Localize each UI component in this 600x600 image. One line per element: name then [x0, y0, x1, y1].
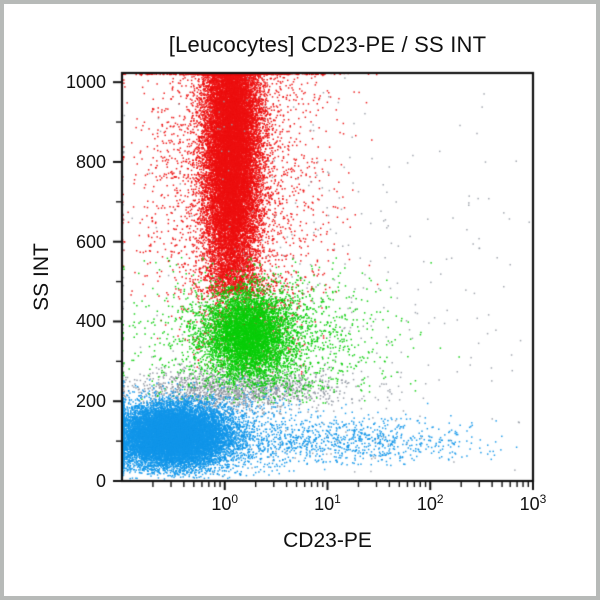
x-tick-label: 102	[416, 492, 444, 514]
y-axis-title: SS INT	[30, 243, 53, 311]
y-tick-label: 0	[95, 471, 106, 491]
x-tick-label: 101	[314, 492, 341, 514]
x-axis-title: CD23-PE	[283, 529, 372, 552]
y-tick-label: 600	[75, 231, 106, 252]
y-tick-label: 400	[75, 311, 106, 332]
y-tick-label: 1000	[65, 72, 106, 93]
x-tick-label: 100	[211, 492, 239, 514]
y-tick-label: 800	[75, 151, 106, 172]
x-tick-label: 103	[519, 492, 547, 514]
y-tick-label: 200	[75, 391, 106, 412]
chart-title: [Leucocytes] CD23-PE / SS INT	[168, 32, 487, 57]
